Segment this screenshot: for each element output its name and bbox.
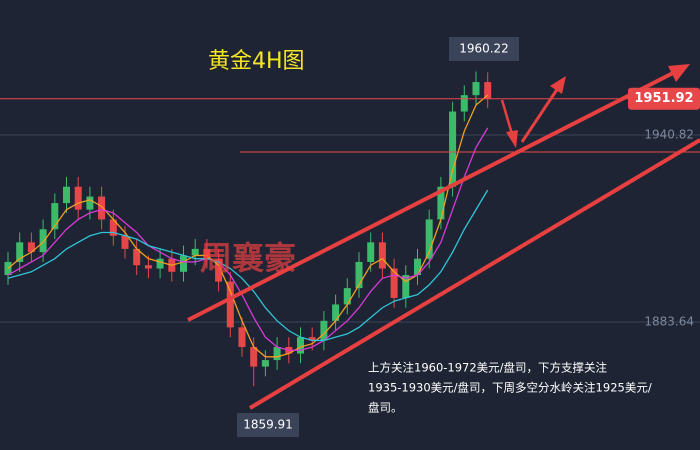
candle-body bbox=[156, 258, 164, 269]
upper-channel bbox=[187, 70, 676, 322]
candle-body bbox=[86, 196, 94, 210]
candle-body bbox=[414, 258, 421, 276]
candle-body bbox=[355, 261, 363, 289]
candle-body bbox=[133, 248, 141, 266]
candle-body bbox=[320, 320, 328, 341]
moving-average bbox=[7, 94, 489, 358]
candle-body bbox=[74, 186, 82, 210]
y-tick-label: 1883.64 bbox=[644, 314, 694, 328]
note-line: 盘司。 bbox=[368, 401, 403, 415]
candle-body bbox=[144, 265, 152, 269]
candle-body bbox=[51, 203, 59, 230]
candle-body bbox=[437, 186, 445, 220]
high-label: 1960.22 bbox=[459, 42, 509, 56]
candle-body bbox=[402, 275, 410, 298]
candle-body bbox=[203, 248, 211, 259]
candle-body bbox=[238, 327, 246, 347]
candle-body bbox=[472, 82, 480, 96]
candle-body bbox=[109, 219, 117, 236]
moving-average bbox=[7, 127, 489, 351]
y-tick-label: 1940.82 bbox=[644, 128, 694, 142]
arrow-head bbox=[550, 76, 566, 94]
candle-body bbox=[460, 95, 468, 112]
candle-body bbox=[332, 304, 340, 321]
candle-body bbox=[191, 248, 199, 256]
candle-body bbox=[343, 288, 351, 305]
candle-body bbox=[27, 242, 35, 253]
candle-body bbox=[425, 219, 433, 259]
note-line: 上方关注1960-1972美元/盘司，下方支撑关注 bbox=[368, 361, 608, 375]
candle-body bbox=[261, 360, 269, 367]
candle-body bbox=[215, 258, 223, 282]
candle-body bbox=[98, 196, 106, 220]
candle-body bbox=[180, 255, 187, 272]
candle-body bbox=[39, 229, 47, 253]
watermark: 周襄豪 bbox=[200, 239, 296, 277]
trend-lines bbox=[187, 64, 700, 410]
high-label-box bbox=[449, 37, 519, 61]
candle-body bbox=[390, 268, 398, 298]
arrow-head bbox=[506, 130, 518, 148]
candle-body bbox=[250, 346, 258, 367]
candle-body bbox=[4, 261, 12, 276]
chart-title: 黄金4H图 bbox=[208, 49, 305, 74]
candle-body bbox=[297, 337, 304, 354]
candle-body bbox=[484, 82, 492, 99]
candle-body bbox=[308, 337, 316, 341]
forecast-up bbox=[520, 87, 560, 143]
note-line: 1935-1930美元/盘司，下周多空分水岭关注1925美元/ bbox=[368, 381, 652, 395]
candle-body bbox=[16, 242, 24, 262]
arrow-head bbox=[668, 64, 690, 82]
candle-body bbox=[378, 242, 386, 269]
axis-labels: 1883.64 1940.82 1951.92 bbox=[628, 87, 700, 328]
last-price-box bbox=[628, 87, 700, 110]
low-label: 1859.91 bbox=[243, 418, 293, 432]
candle-body bbox=[226, 281, 234, 328]
candle-body bbox=[63, 186, 70, 204]
moving-average bbox=[7, 189, 489, 342]
plot bbox=[0, 71, 700, 387]
candle-body bbox=[273, 346, 281, 361]
last-price-label: 1951.92 bbox=[634, 91, 693, 106]
forecast-down bbox=[500, 99, 514, 135]
candle-body bbox=[121, 235, 129, 249]
low-label-box bbox=[237, 413, 299, 437]
candle-body bbox=[367, 242, 375, 262]
candle-body bbox=[449, 111, 457, 187]
lower-channel bbox=[248, 138, 700, 410]
